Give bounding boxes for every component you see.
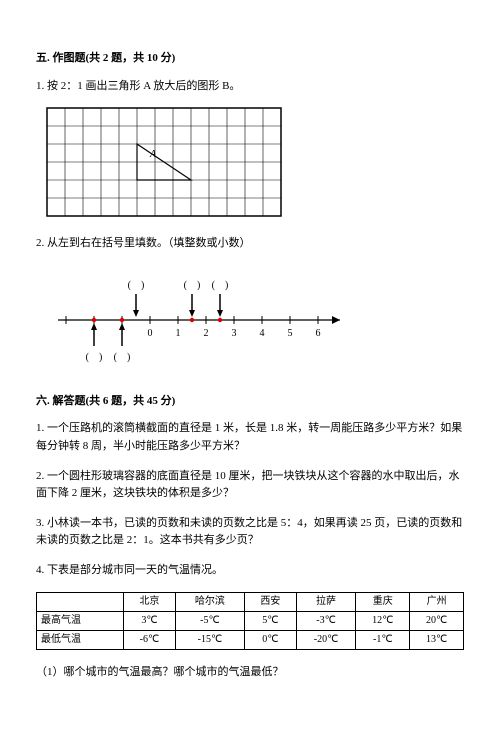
- svg-text:( ): ( ): [86, 352, 103, 363]
- svg-text:0: 0: [148, 328, 153, 339]
- temperature-table: 北京哈尔滨西安拉萨重庆广州最高气温3℃-5℃5℃-3℃12℃20℃ 最低气温-6℃…: [36, 592, 464, 650]
- svg-text:2: 2: [204, 328, 209, 339]
- q6-3: 3. 小林读一本书，已读的页数和未读的页数之比是 5：4，如果再读 25 页，已…: [36, 515, 464, 550]
- svg-text:5: 5: [288, 328, 293, 339]
- svg-text:( ): ( ): [212, 280, 229, 291]
- q5-2: 2. 从左到右在括号里填数。（填整数或小数）: [36, 235, 464, 253]
- numline-figure: 0 1 2 3 4 5 6 ( ) ( ) ( ) ( ) ( ): [46, 265, 464, 375]
- table-cell: 最高气温: [37, 611, 124, 630]
- table-header: 哈尔滨: [175, 592, 244, 611]
- table-header: 西安: [245, 592, 297, 611]
- table-cell: 5℃: [245, 611, 297, 630]
- svg-text:4: 4: [260, 328, 265, 339]
- table-cell: 最低气温: [37, 630, 124, 649]
- grid-figure: A: [46, 107, 464, 217]
- svg-text:6: 6: [316, 328, 321, 339]
- svg-text:( ): ( ): [114, 352, 131, 363]
- table-cell: -1℃: [356, 630, 410, 649]
- table-cell: 0℃: [245, 630, 297, 649]
- section-5-title: 五. 作图题(共 2 题，共 10 分): [36, 50, 464, 68]
- q6-4-1: （1）哪个城市的气温最高？哪个城市的气温最低？: [36, 664, 464, 682]
- table-cell: 3℃: [124, 611, 176, 630]
- q6-2: 2. 一个圆柱形玻璃容器的底面直径是 10 厘米，把一块铁块从这个容器的水中取出…: [36, 468, 464, 503]
- table-header: 北京: [124, 592, 176, 611]
- table-header: 拉萨: [296, 592, 356, 611]
- table-cell: -5℃: [175, 611, 244, 630]
- table-cell: -20℃: [296, 630, 356, 649]
- svg-text:1: 1: [176, 328, 181, 339]
- table-header: [37, 592, 124, 611]
- table-cell: 13℃: [410, 630, 464, 649]
- table-header: 广州: [410, 592, 464, 611]
- table-cell: -15℃: [175, 630, 244, 649]
- table-cell: -3℃: [296, 611, 356, 630]
- section-6-title: 六. 解答题(共 6 题，共 45 分): [36, 393, 464, 411]
- q6-1: 1. 一个压路机的滚筒横截面的直径是 1 米，长是 1.8 米，转一周能压路多少…: [36, 420, 464, 455]
- table-header: 重庆: [356, 592, 410, 611]
- svg-text:( ): ( ): [184, 280, 201, 291]
- svg-text:3: 3: [232, 328, 237, 339]
- q6-4: 4. 下表是部分城市同一天的气温情况。: [36, 562, 464, 580]
- table-cell: -6℃: [124, 630, 176, 649]
- table-cell: 20℃: [410, 611, 464, 630]
- svg-text:A: A: [149, 149, 157, 160]
- svg-text:( ): ( ): [128, 280, 145, 291]
- table-cell: 12℃: [356, 611, 410, 630]
- q5-1: 1. 按 2：1 画出三角形 A 放大后的图形 B。: [36, 78, 464, 96]
